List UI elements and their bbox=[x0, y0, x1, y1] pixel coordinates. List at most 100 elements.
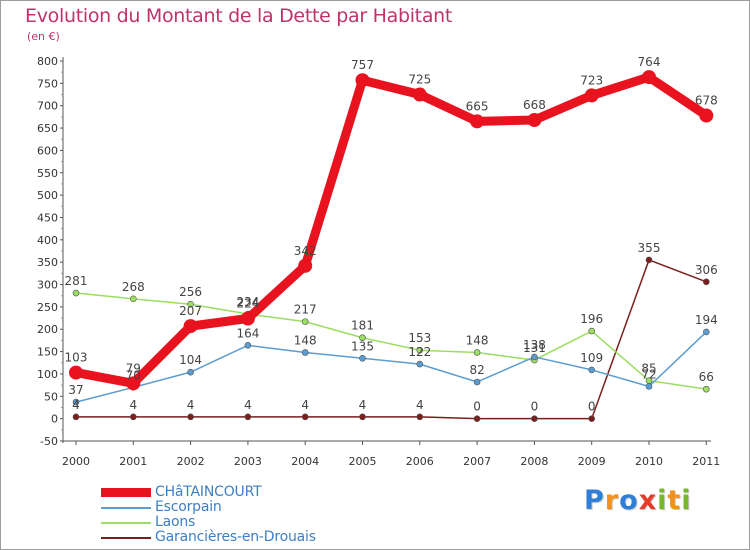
y-tick-label: 600 bbox=[37, 144, 58, 157]
data-label: 85 bbox=[641, 362, 656, 376]
chart-title: Evolution du Montant de la Dette par Hab… bbox=[25, 5, 453, 27]
data-label: 131 bbox=[523, 341, 546, 355]
data-label: 103 bbox=[65, 351, 88, 365]
data-label: 79 bbox=[126, 361, 141, 375]
series-line-1 bbox=[75, 331, 708, 403]
x-tick-label: 2010 bbox=[635, 455, 663, 468]
y-tick-label: 100 bbox=[37, 368, 58, 381]
data-label: 37 bbox=[68, 383, 83, 397]
data-label: 0 bbox=[473, 400, 481, 414]
series-line-2 bbox=[75, 292, 708, 390]
data-point bbox=[187, 413, 194, 421]
data-label: 82 bbox=[469, 363, 484, 377]
logo-letter: P bbox=[584, 485, 605, 516]
legend-label-garancieres: Garancières-en-Drouais bbox=[155, 529, 316, 545]
data-point bbox=[301, 349, 309, 356]
data-label: 4 bbox=[129, 398, 137, 412]
data-point bbox=[416, 346, 424, 354]
data-label: 256 bbox=[179, 285, 202, 299]
data-label: 4 bbox=[359, 398, 367, 412]
data-point bbox=[187, 300, 194, 308]
y-tick-label: 750 bbox=[37, 77, 58, 90]
data-label: 764 bbox=[638, 55, 661, 69]
data-label: 355 bbox=[638, 241, 661, 255]
data-label: 164 bbox=[236, 326, 259, 340]
logo-letter: r bbox=[604, 485, 620, 516]
data-label: 148 bbox=[294, 333, 317, 347]
logo-letter: o bbox=[619, 485, 639, 516]
data-label: 181 bbox=[351, 319, 374, 333]
data-label: 109 bbox=[580, 351, 603, 365]
series-line-3 bbox=[75, 259, 708, 420]
y-tick-label: 250 bbox=[37, 301, 58, 314]
x-tick-label: 2007 bbox=[463, 455, 491, 468]
y-tick-label: 150 bbox=[37, 346, 58, 359]
data-point bbox=[412, 87, 427, 102]
data-point bbox=[702, 278, 710, 286]
data-label: 665 bbox=[466, 99, 489, 113]
series-line-0 bbox=[71, 72, 711, 388]
data-label: 122 bbox=[408, 345, 431, 359]
data-point bbox=[699, 108, 714, 123]
logo-letter: i bbox=[657, 485, 668, 516]
legend-label-laons: Laons bbox=[155, 514, 196, 530]
data-point bbox=[588, 415, 596, 422]
data-point bbox=[473, 349, 481, 356]
y-tick-label: 0 bbox=[51, 413, 58, 426]
data-label: 194 bbox=[695, 313, 718, 327]
data-label: 234 bbox=[236, 295, 259, 309]
data-point bbox=[359, 354, 366, 362]
logo-letter: t bbox=[667, 485, 682, 516]
y-tick-label: 400 bbox=[37, 234, 58, 247]
data-point bbox=[416, 413, 424, 421]
data-label: 148 bbox=[466, 333, 489, 347]
data-point bbox=[645, 383, 653, 390]
data-label: 138 bbox=[523, 338, 546, 352]
data-label: 66 bbox=[699, 370, 714, 384]
data-point bbox=[473, 378, 481, 386]
data-point bbox=[72, 398, 80, 406]
data-label: 723 bbox=[580, 73, 603, 87]
data-point bbox=[416, 360, 424, 368]
data-point bbox=[130, 413, 137, 421]
chart-subtitle: (en €) bbox=[27, 30, 60, 43]
data-label: 4 bbox=[301, 398, 309, 412]
data-label: 342 bbox=[294, 244, 317, 258]
data-point bbox=[183, 319, 198, 334]
data-point bbox=[702, 385, 710, 393]
data-label: 4 bbox=[187, 398, 195, 412]
x-tick-label: 2005 bbox=[349, 455, 377, 468]
data-point bbox=[301, 413, 309, 421]
data-label: 224 bbox=[236, 297, 259, 311]
data-label: 0 bbox=[588, 400, 596, 414]
data-point bbox=[645, 256, 653, 264]
x-tick-label: 2011 bbox=[692, 455, 720, 468]
y-tick-label: 650 bbox=[37, 122, 58, 135]
data-point bbox=[531, 353, 538, 361]
data-label: 678 bbox=[695, 94, 718, 108]
data-point bbox=[301, 318, 309, 325]
y-tick-label: 550 bbox=[37, 167, 58, 180]
legend-swatch-laons bbox=[101, 522, 151, 524]
data-label: 725 bbox=[408, 73, 431, 87]
data-label: 306 bbox=[695, 263, 718, 277]
data-point bbox=[702, 328, 710, 336]
y-tick-label: 700 bbox=[37, 100, 58, 113]
data-point bbox=[359, 413, 366, 421]
y-tick-label: 500 bbox=[37, 189, 58, 202]
logo-letter: i bbox=[681, 485, 692, 516]
data-label: 153 bbox=[408, 331, 431, 345]
y-tick-label: 450 bbox=[37, 211, 58, 224]
data-label: 196 bbox=[580, 312, 603, 326]
logo-letter: x bbox=[638, 485, 658, 516]
data-label: 668 bbox=[523, 98, 546, 112]
data-point bbox=[588, 327, 596, 335]
x-tick-label: 2008 bbox=[520, 455, 548, 468]
data-label: 135 bbox=[351, 339, 374, 353]
y-tick-label: 200 bbox=[37, 323, 58, 336]
data-point bbox=[244, 413, 252, 421]
data-label: 757 bbox=[351, 58, 374, 72]
data-point bbox=[72, 413, 80, 421]
